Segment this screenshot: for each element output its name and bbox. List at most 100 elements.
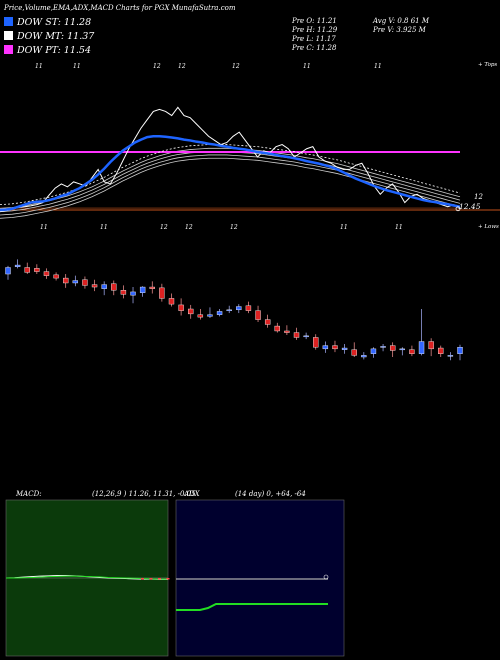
ema-dashed [0, 144, 461, 206]
candle-body [82, 279, 88, 286]
candle-body [274, 325, 280, 332]
candle-body [168, 298, 175, 305]
candle-body [63, 277, 69, 284]
ema-mt-band-2 [0, 151, 461, 213]
candle-body [72, 280, 79, 284]
adx-label: ADX [184, 490, 200, 498]
candle-body [457, 347, 463, 354]
macd-panel [5, 499, 170, 657]
candle-body [245, 305, 252, 311]
candle-body [380, 346, 386, 348]
macd-histogram-bar [140, 578, 144, 580]
prev-high: Pre H: 11.29 [292, 26, 338, 34]
month-tick: 11 [35, 63, 43, 70]
month-tick: 11 [374, 63, 382, 70]
candle-body [313, 337, 319, 348]
candle-body [34, 268, 40, 272]
candle-panel [5, 259, 463, 361]
candle-body [361, 355, 367, 358]
macd-histogram-bar [157, 578, 161, 580]
candle-body [159, 287, 165, 299]
candle-body [303, 335, 309, 338]
macd-histogram-bar [166, 578, 170, 580]
candle-body [149, 286, 155, 289]
candle-body [389, 345, 396, 351]
candle-body [255, 310, 261, 320]
candle-body [43, 271, 50, 276]
ema-mt-band-1 [0, 154, 461, 216]
tops-label: + Tops [478, 62, 498, 68]
prev-open: Pre O: 11.21 [292, 17, 337, 25]
ema-mt-band-3 [0, 147, 461, 209]
adx-panel [175, 499, 345, 657]
macd-histogram-bar [149, 578, 153, 580]
adx-line [176, 603, 328, 611]
candle-body [91, 284, 98, 288]
candle-body [418, 341, 425, 354]
month-tick: 11 [340, 224, 348, 231]
candle-body [341, 347, 348, 350]
adx-end-marker [323, 574, 329, 580]
month-tick: 12 [185, 224, 193, 231]
candle-body [236, 306, 242, 311]
candle-body [409, 349, 415, 354]
candle-body [101, 284, 107, 289]
adx-values: (14 day) 0, +64, -64 [235, 490, 306, 498]
dow-st-label: DOW ST: 11.28 [17, 17, 92, 28]
candle-body [399, 348, 405, 351]
candle-body [438, 347, 444, 354]
candle-body [5, 267, 11, 275]
candle-body [24, 267, 30, 273]
candle-body [264, 319, 271, 325]
legend-dow-st: DOW ST: 11.28 [4, 17, 91, 28]
candle-body [351, 349, 357, 356]
candle-body [332, 345, 338, 350]
prev-close: Pre C: 11.28 [292, 44, 337, 52]
prev-volume: Pre V: 3.925 M [373, 26, 426, 34]
candle-body [188, 308, 194, 315]
candle-body [207, 314, 213, 317]
last-price-value: 12.45 [459, 202, 481, 211]
dow-pt-label: DOW PT: 11.54 [17, 45, 91, 56]
macd-values: (12,26,9 ) 11.26, 11.31, -0.05 [92, 490, 196, 498]
candle-body [322, 345, 329, 350]
month-tick: 11 [100, 224, 108, 231]
last-price-label: 12 [474, 193, 483, 201]
candle-body [197, 314, 204, 318]
candle-body [293, 332, 300, 338]
prev-low: Pre L: 11.17 [292, 35, 336, 43]
lows-label: + Lows [478, 224, 499, 230]
month-tick: 12 [230, 224, 238, 231]
candle-body [14, 264, 21, 267]
candle-body [447, 355, 454, 357]
candle-body [178, 304, 184, 311]
dow-st-line [0, 135, 461, 212]
legend-dow-pt: DOW PT: 11.54 [4, 45, 91, 56]
dow-st-swatch [4, 17, 13, 26]
candle-body [216, 311, 223, 315]
candle-body [284, 330, 290, 333]
price-line [0, 106, 461, 213]
candle-body [139, 286, 146, 293]
month-tick: 12 [160, 224, 168, 231]
candle-body [120, 290, 127, 295]
price-panel [0, 106, 500, 219]
candle-body [226, 309, 232, 312]
dow-pt-swatch [4, 45, 13, 54]
candle-body [428, 341, 434, 350]
month-tick: 12 [153, 63, 161, 70]
candle-body [370, 348, 377, 354]
macd-label: MACD: [16, 490, 42, 498]
month-tick: 11 [395, 224, 403, 231]
last-price-marker [455, 206, 461, 212]
month-tick: 12 [232, 63, 240, 70]
chart-title: Price,Volume,EMA,ADX,MACD Charts for PGX… [4, 4, 236, 12]
legend-dow-mt: DOW MT: 11.37 [4, 31, 94, 42]
month-tick: 12 [178, 63, 186, 70]
candle-body [130, 291, 136, 296]
dow-mt-label: DOW MT: 11.37 [17, 31, 95, 42]
candle-body [53, 274, 59, 279]
month-tick: 11 [73, 63, 81, 70]
month-tick: 11 [303, 63, 311, 70]
month-tick: 11 [40, 224, 48, 231]
